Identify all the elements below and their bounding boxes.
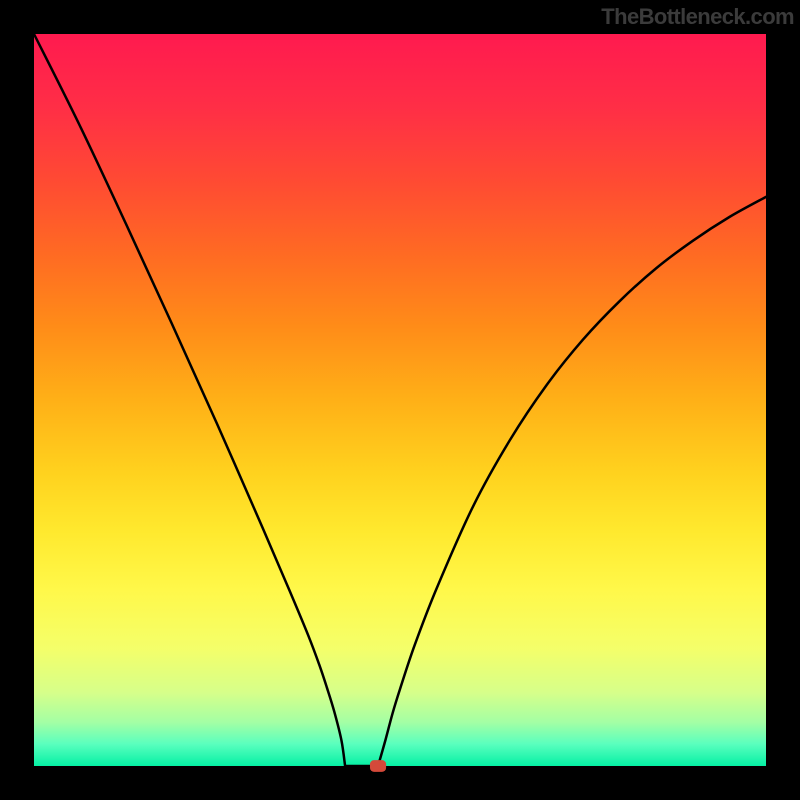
chart-plot-background <box>34 34 766 766</box>
bottleneck-chart <box>0 0 800 800</box>
watermark-text: TheBottleneck.com <box>601 4 794 30</box>
bottleneck-marker <box>370 760 386 772</box>
chart-canvas-container: TheBottleneck.com <box>0 0 800 800</box>
